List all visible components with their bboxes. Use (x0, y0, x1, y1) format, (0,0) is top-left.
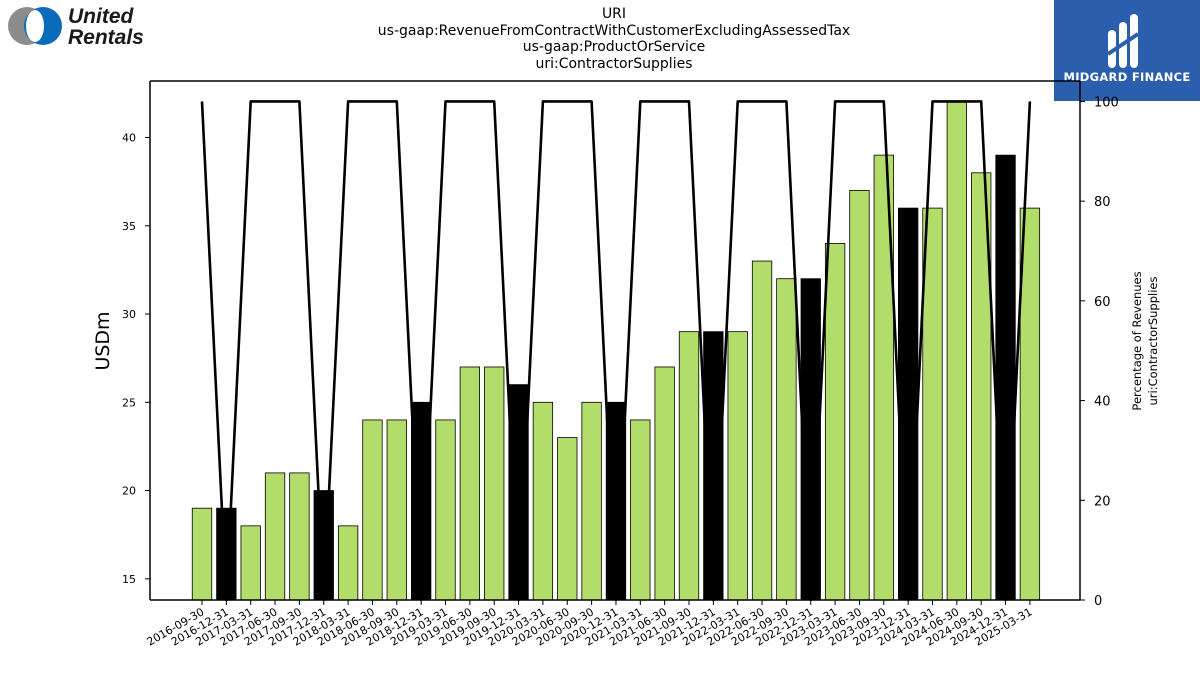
bar-2022-06-30 (751, 260, 773, 601)
bar-2017-06-30 (264, 472, 286, 601)
bar-2017-03-31 (240, 525, 261, 601)
bar-2018-12-31 (410, 401, 432, 601)
bar-2024-06-30 (946, 101, 967, 601)
united-rentals-logo-mark: United Rentals (8, 5, 144, 49)
bar-2020-03-31 (532, 401, 554, 601)
bar-2018-06-30 (362, 419, 383, 601)
y2-tick-label-100: 100 (1094, 95, 1119, 110)
bar-2019-03-31 (435, 419, 456, 601)
bar-2023-06-30 (849, 190, 870, 601)
bar-2019-12-31 (508, 384, 529, 601)
midgard-brand-text: MIDGARD FINANCE (1063, 70, 1191, 84)
bar-2019-09-30 (484, 366, 505, 601)
title-line-3: us-gaap:ProductOrService (522, 39, 706, 55)
midgard-finance-logo: MIDGARD FINANCE (1054, 0, 1200, 101)
y2-tick-label-60: 60 (1094, 295, 1111, 310)
chart-title: URI us-gaap:RevenueFromContractWithCusto… (300, 6, 928, 72)
united-rentals-logo: United Rentals (6, 4, 166, 49)
y-axis-label: USDm (92, 311, 114, 370)
y-tick-label-35: 35 (122, 220, 136, 233)
y-tick-label-20: 20 (122, 485, 136, 498)
y2-tick-label-20: 20 (1094, 494, 1111, 509)
logo-text-line1: United (68, 5, 135, 28)
bar-2023-03-31 (824, 243, 846, 601)
y-tick-label-15: 15 (122, 573, 136, 586)
title-line-2: us-gaap:RevenueFromContractWithCustomerE… (377, 22, 851, 39)
midgard-mark-icon (1106, 14, 1140, 68)
bar-2019-06-30 (459, 366, 481, 601)
bar-2021-09-30 (678, 331, 700, 601)
bar-2023-12-31 (898, 207, 919, 601)
bar-2020-12-31 (605, 401, 627, 601)
bar-2017-09-30 (289, 472, 310, 601)
bar-2016-09-30 (191, 507, 213, 601)
y-tick-label-40: 40 (122, 131, 136, 144)
bar-2021-06-30 (654, 366, 675, 601)
bar-2021-03-31 (630, 419, 651, 601)
y-tick-label-30: 30 (122, 308, 136, 321)
bar-2022-03-31 (727, 331, 748, 601)
title-line-4: uri:ContractorSupplies (535, 55, 693, 72)
logo-text-line2: Rentals (68, 26, 144, 48)
y2-tick-label-40: 40 (1094, 395, 1111, 410)
bar-2022-09-30 (776, 278, 797, 601)
bar-2024-12-31 (995, 154, 1016, 601)
title-line-1: URI (601, 6, 627, 22)
y2-axis-label-line-2: uri:ContractorSupplies (1146, 277, 1160, 406)
y2-axis-label-line-1: Percentage of Revenues (1130, 271, 1144, 410)
y2-tick-label-0: 0 (1094, 594, 1102, 609)
bar-2018-03-31 (337, 525, 359, 601)
bar-2020-06-30 (557, 437, 578, 601)
bar-2018-09-30 (386, 419, 407, 601)
y-tick-label-25: 25 (122, 396, 136, 409)
y2-tick-label-80: 80 (1094, 195, 1111, 210)
bar-2020-09-30 (581, 401, 602, 601)
